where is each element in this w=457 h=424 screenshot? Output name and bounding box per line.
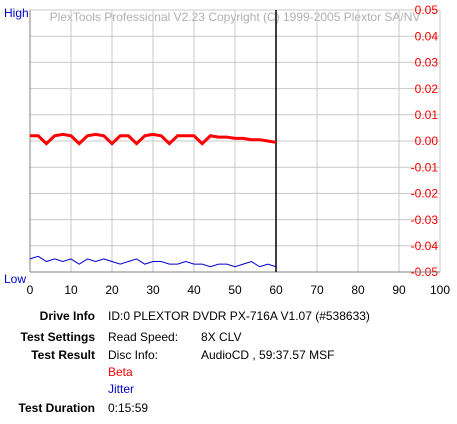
y-low-label: Low bbox=[4, 272, 26, 286]
info-label: Test Duration bbox=[19, 401, 95, 415]
info-value: AudioCD , 59:37.57 MSF bbox=[201, 348, 334, 362]
info-label: Test Result bbox=[31, 348, 95, 362]
info-value: 0:15:59 bbox=[108, 401, 148, 415]
x-tick-label: 0 bbox=[27, 283, 34, 297]
legend-entry: Jitter bbox=[108, 382, 134, 396]
y-tick-label: 0.03 bbox=[415, 56, 439, 70]
y-tick-label: -0.02 bbox=[411, 187, 439, 201]
legend-entry: Beta bbox=[108, 365, 133, 379]
y-high-label: High bbox=[4, 6, 29, 20]
series-line bbox=[29, 255, 277, 268]
info-label: Test Settings bbox=[21, 330, 96, 344]
y-tick-label: 0.04 bbox=[415, 29, 439, 43]
series-line bbox=[30, 132, 277, 146]
y-tick-label: 0.05 bbox=[415, 3, 439, 17]
x-tick-label: 70 bbox=[310, 283, 324, 297]
x-tick-label: 100 bbox=[430, 283, 450, 297]
y-tick-label: -0.03 bbox=[411, 213, 439, 227]
info-field: Read Speed: bbox=[108, 330, 178, 344]
y-tick-label: -0.04 bbox=[411, 239, 439, 253]
info-value: ID:0 PLEXTOR DVDR PX-716A V1.07 (#538633… bbox=[108, 309, 370, 323]
y-tick-label: -0.01 bbox=[411, 160, 439, 174]
y-tick-label: 0.01 bbox=[415, 108, 439, 122]
info-field: Disc Info: bbox=[108, 348, 158, 362]
x-tick-label: 40 bbox=[187, 283, 201, 297]
x-tick-label: 20 bbox=[105, 283, 119, 297]
y-tick-label: 0.00 bbox=[415, 134, 439, 148]
x-tick-label: 90 bbox=[392, 283, 406, 297]
x-tick-label: 80 bbox=[351, 283, 365, 297]
info-value: 8X CLV bbox=[201, 330, 241, 344]
x-tick-label: 60 bbox=[269, 283, 283, 297]
y-tick-label: 0.02 bbox=[415, 82, 439, 96]
info-label: Drive Info bbox=[40, 309, 95, 323]
x-tick-label: 50 bbox=[228, 283, 242, 297]
x-tick-label: 10 bbox=[64, 283, 78, 297]
x-tick-label: 30 bbox=[146, 283, 160, 297]
